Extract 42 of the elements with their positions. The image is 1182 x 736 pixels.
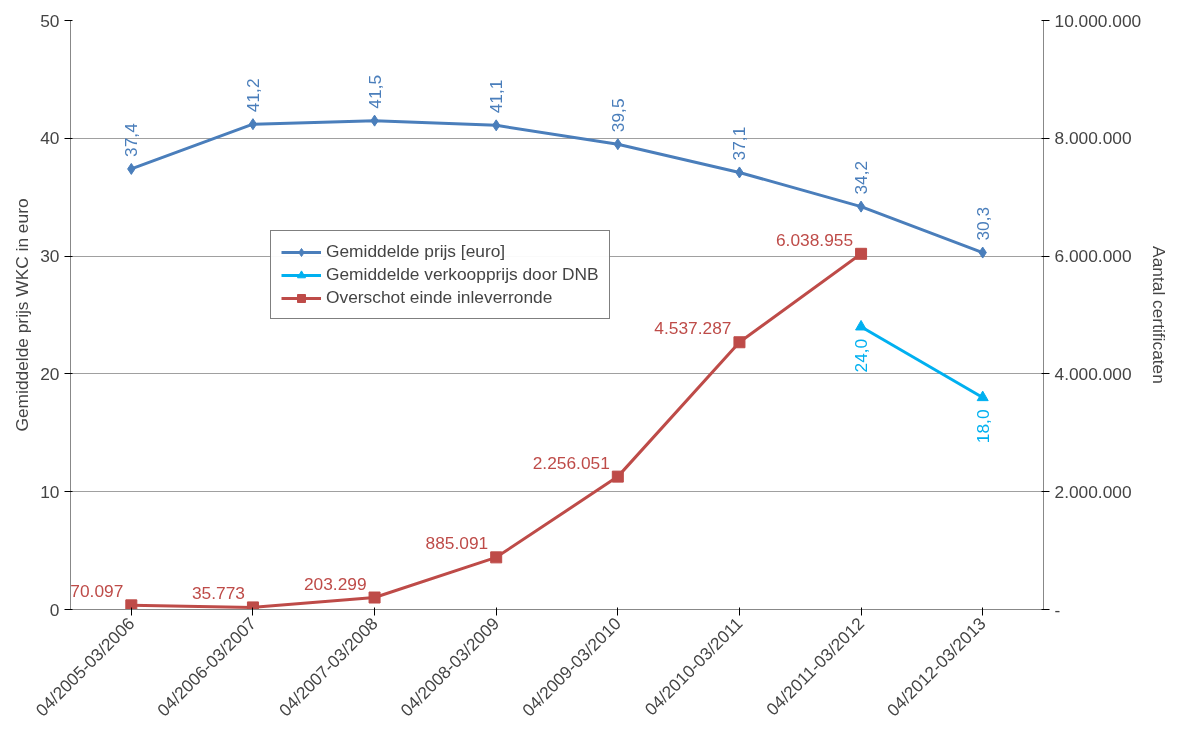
point — [248, 118, 258, 131]
y-tick-label: 30 — [40, 246, 60, 267]
data-label: 37,1 — [729, 126, 750, 161]
legend-label: Gemiddelde prijs [euro] — [326, 241, 506, 262]
legend-label: Overschot einde inleverronde — [326, 287, 553, 308]
data-label: 34,2 — [851, 160, 872, 195]
y-tick-label: 40 — [40, 128, 60, 149]
y-tick-label: 20 — [40, 363, 60, 384]
y-tick-label: 50 — [40, 10, 60, 31]
data-label: 24,0 — [851, 338, 872, 373]
data-label: 41,1 — [486, 79, 507, 114]
y2-tick-label: 8.000.000 — [1054, 128, 1132, 149]
data-label: 6.038.955 — [775, 229, 854, 250]
y2-tick-label: - — [1054, 599, 1061, 620]
y-tick-label: 10 — [40, 481, 60, 502]
legend-label: Gemiddelde verkoopprijs door DNB — [326, 264, 599, 285]
data-label: 4.537.287 — [654, 318, 732, 339]
y2-tick-label: 6.000.000 — [1054, 246, 1132, 267]
y-tick-label: 0 — [49, 599, 60, 620]
data-label: 2.256.051 — [532, 452, 610, 473]
data-label: 30,3 — [972, 206, 993, 241]
point — [490, 551, 503, 564]
point — [855, 247, 868, 260]
data-label: 41,2 — [242, 78, 263, 113]
data-label: 18,0 — [972, 409, 993, 444]
data-label: 35.773 — [191, 583, 245, 604]
point — [733, 336, 746, 349]
y-axis-title: Gemiddelde prijs WKC in euro — [12, 198, 33, 432]
y2-tick-label: 2.000.000 — [1054, 481, 1132, 502]
data-label: 70.097 — [70, 581, 124, 602]
data-label: 39,5 — [607, 98, 628, 133]
y2-axis-title: Aantal certificaten — [1149, 246, 1170, 384]
point — [611, 470, 624, 483]
data-label: 203.299 — [303, 573, 367, 594]
point — [125, 599, 138, 610]
data-label: 885.091 — [425, 533, 489, 554]
point — [856, 200, 866, 213]
y2-tick-label: 4.000.000 — [1054, 363, 1132, 384]
data-label: 37,4 — [121, 122, 142, 157]
point — [368, 591, 381, 604]
data-label: 41,5 — [364, 74, 385, 109]
y2-tick-label: 10.000.000 — [1054, 10, 1142, 31]
